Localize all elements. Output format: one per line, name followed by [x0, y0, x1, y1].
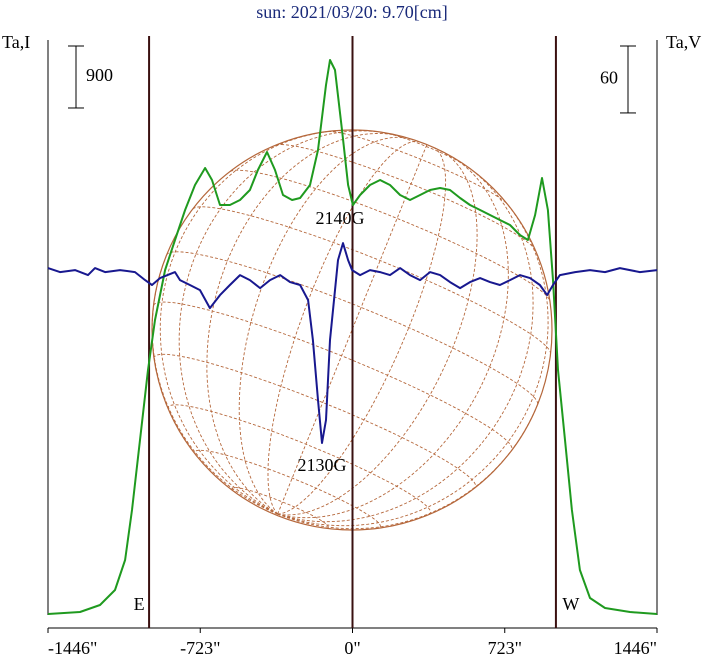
x-tick-label: -723"	[180, 638, 220, 658]
disk-grid-line	[159, 130, 339, 515]
disk-grid-line	[153, 353, 477, 489]
disk-grid-line	[206, 133, 399, 515]
disk-grid-line	[277, 147, 447, 515]
disk-grid-line	[166, 251, 539, 406]
limb-label: W	[562, 594, 579, 614]
annotation: 2140G	[316, 208, 365, 228]
chart-title: sun: 2021/03/20: 9.70[cm]	[256, 2, 448, 22]
disk-grid-line	[194, 449, 381, 529]
scale-label: 900	[86, 65, 113, 85]
disk-grid-line	[277, 150, 478, 516]
solar-disk	[151, 129, 553, 531]
disk-grid-line	[153, 301, 513, 451]
disk-grid-line	[277, 157, 509, 519]
disk-grid-line	[277, 144, 428, 515]
disk-grid-line	[231, 487, 329, 529]
x-tick-label: -1446"	[48, 638, 97, 658]
limb-label: E	[134, 594, 145, 614]
y2-axis-label: Ta,V	[666, 32, 701, 52]
disk-grid-line	[167, 404, 432, 515]
disk-grid-line	[383, 132, 467, 167]
x-tick-label: 723"	[488, 638, 522, 658]
series-line	[47, 242, 658, 444]
disk-grid-line	[277, 165, 534, 523]
x-tick-label: 1446"	[614, 638, 657, 658]
disk-grid-line	[328, 131, 508, 205]
x-tick-label: 0"	[344, 638, 360, 658]
disk-grid-line	[192, 206, 552, 354]
y-axis-label: Ta,I	[2, 32, 30, 52]
scale-label: 60	[600, 68, 618, 88]
annotation: 2130G	[298, 455, 347, 475]
disk-grid-line	[230, 169, 551, 301]
disk-grid-line	[267, 140, 420, 515]
series-line	[47, 59, 658, 615]
disk-grid-line	[277, 195, 549, 527]
disk-grid-line	[276, 144, 536, 250]
disk-grid-line	[178, 130, 384, 515]
